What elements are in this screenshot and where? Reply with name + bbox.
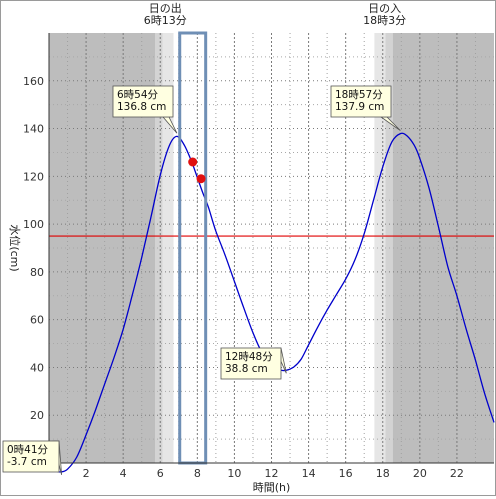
sunrise-label: 日の出 bbox=[149, 1, 182, 15]
callout-box bbox=[330, 85, 392, 118]
callout-box bbox=[112, 85, 174, 118]
x-tick-label: 12 bbox=[265, 467, 279, 480]
marker-layer bbox=[188, 157, 206, 184]
callout-text: 38.8 cm bbox=[225, 363, 268, 375]
callout-text: 137.9 cm bbox=[335, 101, 384, 113]
y-tick-label: 120 bbox=[23, 170, 44, 183]
current-level-marker bbox=[188, 157, 198, 167]
callout-text: 0時41分 bbox=[7, 444, 49, 456]
callout-box bbox=[2, 440, 60, 473]
callout-text: 12時48分 bbox=[225, 351, 273, 363]
y-tick-label: 40 bbox=[30, 361, 44, 374]
current-level-marker bbox=[196, 174, 206, 184]
x-tick-label: 18 bbox=[376, 467, 390, 480]
callout-box bbox=[220, 347, 282, 380]
x-tick-label: 4 bbox=[120, 467, 127, 480]
y-tick-label: 100 bbox=[23, 218, 44, 231]
x-tick-label: 8 bbox=[194, 467, 201, 480]
x-tick-label: 10 bbox=[227, 467, 241, 480]
callout: 0時41分-3.7 cm bbox=[2, 440, 63, 475]
y-tick-label: 80 bbox=[30, 266, 44, 279]
sunset-label: 日の入 bbox=[368, 2, 401, 15]
callout-text: 136.8 cm bbox=[117, 101, 166, 113]
y-tick-label: 160 bbox=[23, 75, 44, 88]
y-axis-label: 水位(cm) bbox=[8, 224, 22, 271]
x-tick-label: 22 bbox=[450, 467, 464, 480]
axes: 2 4 6 8 10 12 14 16 18 20 22 20 40 60 80 100 120 140 160 時間… bbox=[8, 33, 494, 494]
callout-text: 18時57分 bbox=[335, 89, 383, 101]
sunset-label: 18時3分 bbox=[363, 14, 406, 27]
x-tick-label: 16 bbox=[339, 467, 353, 480]
sunrise-label: 6時13分 bbox=[144, 14, 187, 27]
y-tick-label: 60 bbox=[30, 314, 44, 327]
x-tick-label: 2 bbox=[83, 467, 90, 480]
x-axis-label: 時間(h) bbox=[253, 481, 291, 494]
x-tick-label: 20 bbox=[413, 467, 427, 480]
callout-text: 6時54分 bbox=[117, 89, 159, 101]
x-tick-label: 14 bbox=[302, 467, 316, 480]
y-tick-label: 20 bbox=[30, 409, 44, 422]
callout-text: -3.7 cm bbox=[7, 456, 47, 468]
y-tick-label: 140 bbox=[23, 123, 44, 136]
x-tick-label: 6 bbox=[157, 467, 164, 480]
